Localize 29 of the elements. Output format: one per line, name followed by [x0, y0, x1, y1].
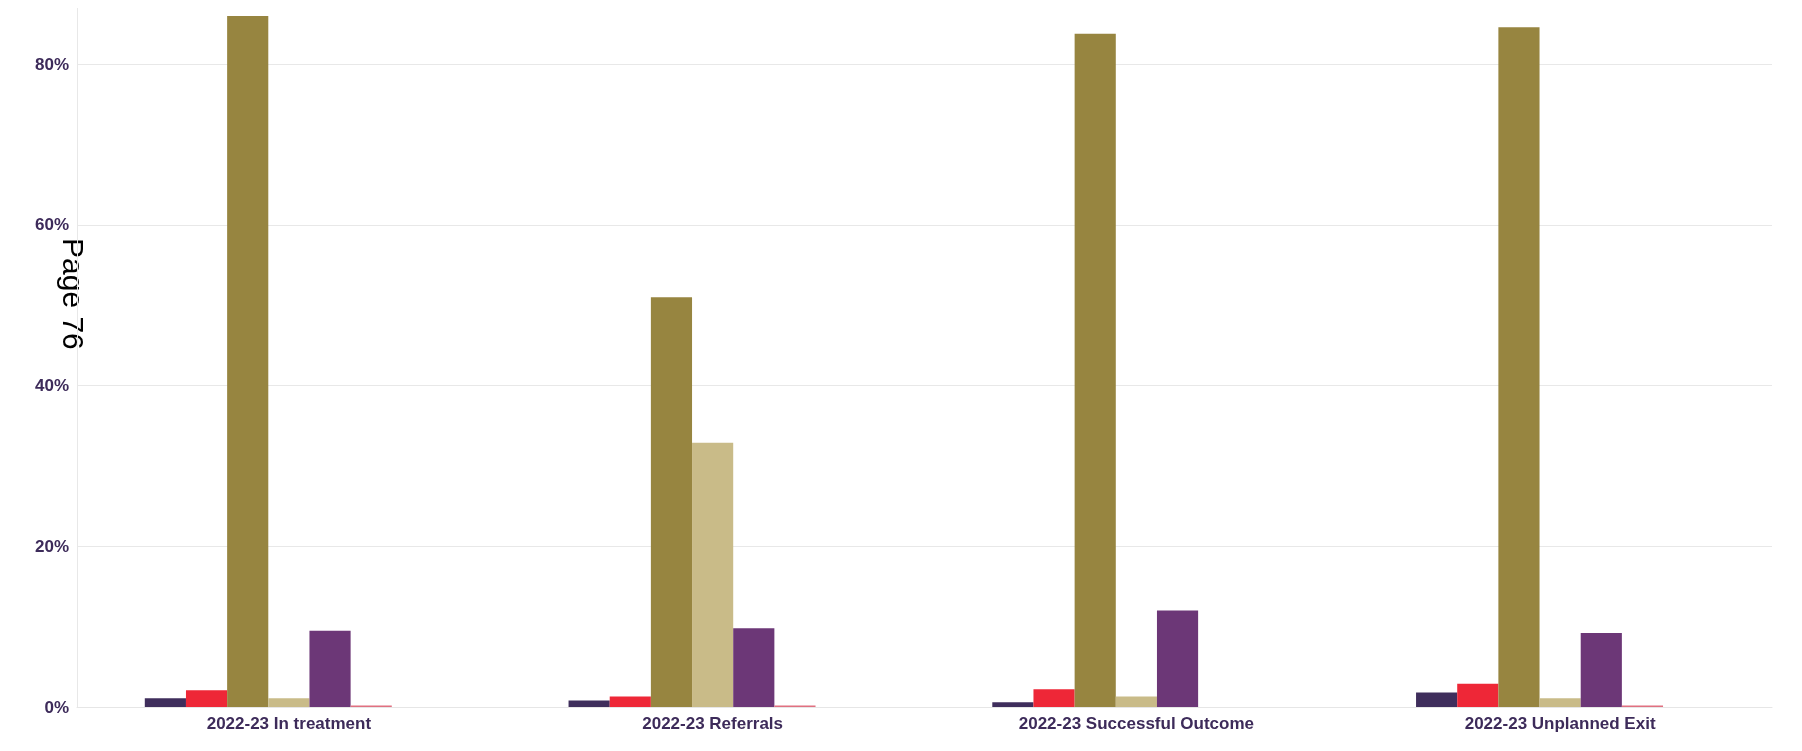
bar: [568, 700, 610, 707]
y-tick-label: 40%: [34, 376, 69, 396]
y-tick-label: 60%: [34, 215, 69, 235]
bar: [1074, 33, 1116, 707]
y-tick-label: 20%: [34, 536, 69, 556]
x-tick-label: 2022-23 In treatment: [206, 714, 372, 733]
bar: [650, 297, 693, 707]
bar: [692, 442, 734, 707]
bar: [609, 696, 651, 707]
x-tick-label: 2022-23 Unplanned Exit: [1464, 714, 1656, 733]
bar: [1033, 689, 1075, 707]
bar: [1498, 27, 1540, 707]
y-tick-label: 80%: [34, 54, 69, 74]
y-tick-label: 0%: [44, 697, 69, 717]
bar: [733, 628, 775, 707]
x-tick-label: 2022-23 Successful Outcome: [1018, 714, 1255, 733]
bar: [992, 702, 1034, 707]
bar: [1580, 633, 1622, 707]
bar: [227, 16, 269, 707]
bar: [1416, 692, 1458, 707]
bar: [144, 698, 186, 707]
bar: [1115, 696, 1157, 707]
bar: [1457, 683, 1499, 707]
bar: [1156, 610, 1199, 707]
bar: [1539, 698, 1581, 707]
bar: [268, 698, 310, 707]
bar: [185, 690, 228, 707]
bar: [309, 630, 351, 707]
x-tick-label: 2022-23 Referrals: [642, 714, 784, 733]
